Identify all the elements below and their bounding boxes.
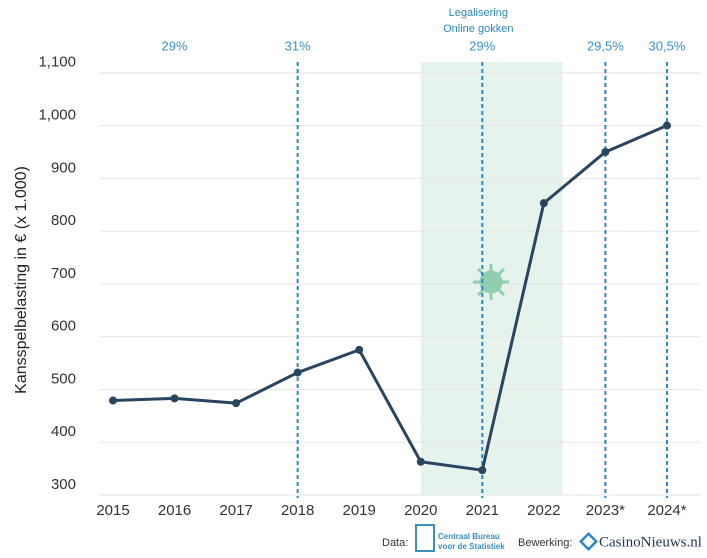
x-tick-label: 2022 [527,502,560,519]
point [416,457,425,466]
line [112,124,668,472]
data-label: Data: [382,537,408,549]
y-tick-label: 700 [51,265,76,282]
x-tick-label: 2016 [158,502,191,519]
rate-label: 30,5% [649,38,686,53]
x-tick-label: 2015 [96,502,129,519]
point [109,396,117,405]
y-tick-label: 800 [51,212,76,229]
y-tick-label: 400 [51,423,76,440]
point [355,345,364,354]
y-tick-label: 600 [51,318,76,335]
edit-label: Bewerking: [518,537,572,549]
y-tick-label: 1,100 [38,54,76,71]
x-tick-label: 2017 [219,502,252,519]
y-axis-label: Kansspelbelasting in € (x 1.000) [13,166,30,394]
y-tick-label: 1,000 [38,107,76,124]
source-line: Centraal Bureau [438,532,500,541]
point [601,147,610,156]
x-tick-label: 2021 [466,502,499,519]
point [662,121,671,130]
rate-label: 29% [469,38,495,53]
point [232,399,241,408]
rate-label: 29,5% [587,38,624,53]
x-tick-label: 2018 [281,502,314,519]
brand-logo [578,531,599,552]
x-tick-label: 2024* [647,502,686,519]
point [478,466,487,475]
x-tick-label: 2019 [343,502,376,519]
y-tick-label: 500 [51,370,76,387]
y-tick-label: 900 [51,159,76,176]
y-tick-label: 300 [51,476,76,493]
rate-label: 29% [162,38,188,53]
x-tick-label: 2023* [586,502,625,519]
rate-label: 31% [285,38,311,53]
brand: CasinoNieuws.nl [599,534,702,550]
point [293,368,302,377]
x-tick-label: 2020 [404,502,437,519]
source-line: voor de Statistiek [438,542,505,551]
virus-icon [473,264,509,300]
point [539,199,548,208]
highlight-text: Legalisering [449,7,508,19]
highlight-text: Online gokken [443,23,513,35]
point [170,394,179,403]
cbs-logo [415,524,435,552]
